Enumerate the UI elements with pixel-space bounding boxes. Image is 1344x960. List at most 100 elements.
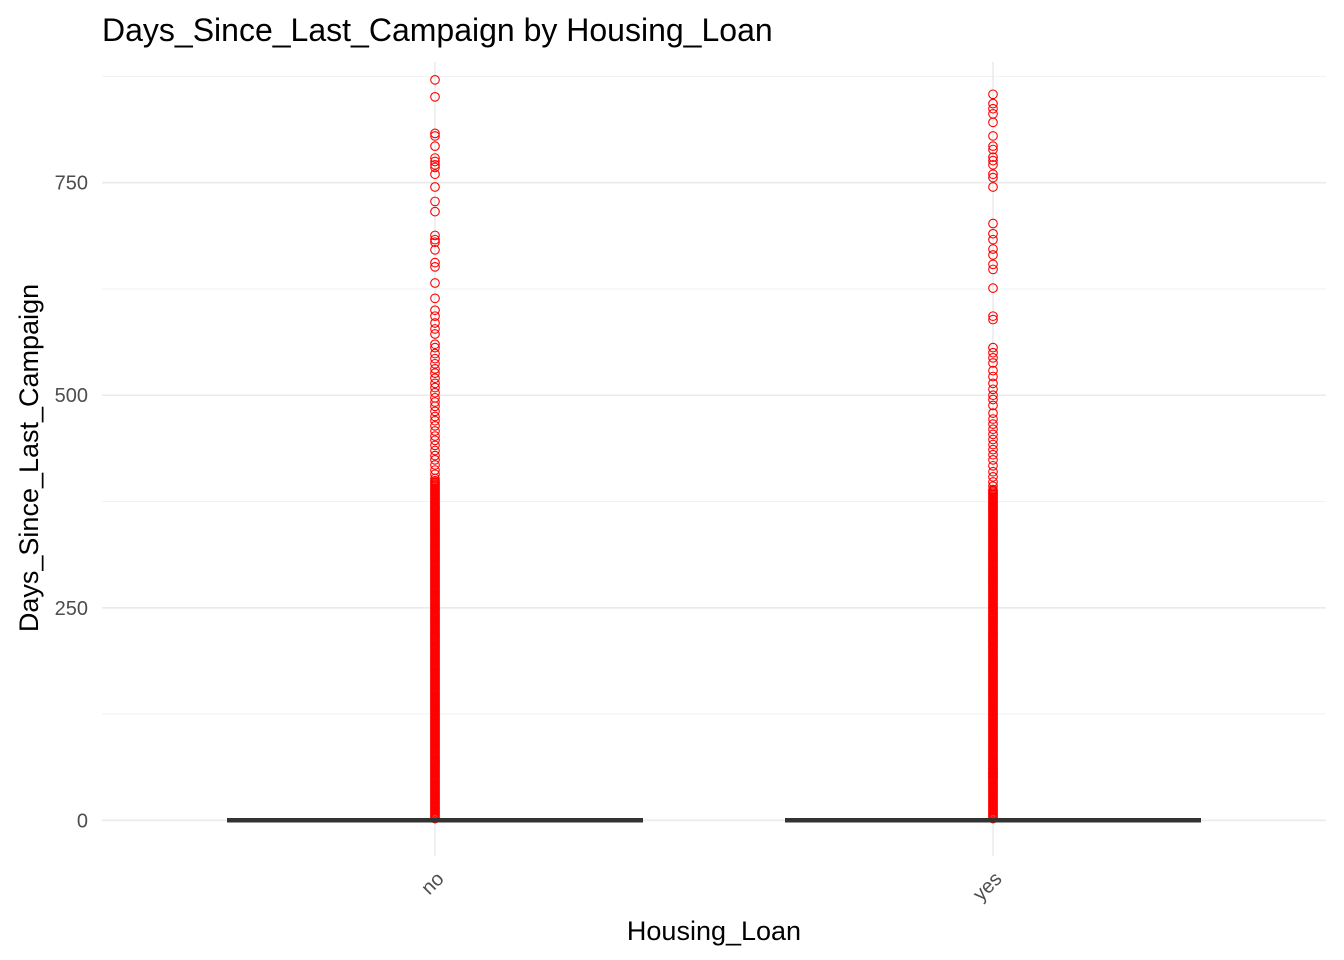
outlier-point bbox=[988, 449, 998, 460]
outlier-point bbox=[430, 153, 440, 163]
outlier-point bbox=[988, 234, 998, 245]
outlier-point bbox=[988, 283, 998, 293]
outlier-point bbox=[430, 293, 440, 304]
outlier-point bbox=[988, 131, 998, 141]
outlier-point bbox=[430, 311, 440, 322]
outlier-point bbox=[988, 218, 998, 229]
outlier-point bbox=[430, 305, 440, 316]
y-tick-label: 500 bbox=[55, 385, 88, 407]
outlier-point bbox=[988, 89, 998, 100]
outlier-point bbox=[988, 768, 998, 779]
outlier-point bbox=[430, 206, 440, 217]
outlier-point bbox=[430, 353, 440, 364]
outlier-point bbox=[430, 329, 440, 339]
outlier-point bbox=[430, 368, 440, 378]
outlier-point bbox=[988, 484, 998, 495]
outlier-point bbox=[430, 455, 440, 465]
outlier-point bbox=[988, 117, 998, 128]
outlier-point bbox=[430, 169, 440, 180]
outlier-point bbox=[430, 378, 440, 389]
outlier-point bbox=[430, 156, 440, 167]
outlier-point bbox=[430, 196, 440, 207]
outlier-point bbox=[988, 444, 998, 455]
outlier-point bbox=[430, 257, 440, 268]
outlier-point bbox=[430, 401, 440, 412]
outlier-point bbox=[430, 162, 440, 173]
outlier-point bbox=[988, 384, 998, 395]
outlier-point bbox=[430, 450, 440, 461]
outlier-point bbox=[988, 460, 998, 471]
outlier-point bbox=[988, 466, 998, 477]
outlier-point bbox=[988, 144, 998, 155]
outlier-point bbox=[988, 98, 998, 109]
outlier-point bbox=[988, 472, 998, 482]
outlier-point bbox=[430, 141, 440, 152]
outlier-point bbox=[430, 426, 440, 436]
outlier-point bbox=[988, 311, 998, 322]
x-tick-label: no bbox=[417, 868, 448, 899]
outlier-point bbox=[988, 358, 998, 368]
outlier-point bbox=[430, 431, 440, 441]
outlier-point bbox=[430, 435, 440, 446]
outlier-point bbox=[988, 455, 998, 465]
outlier-point bbox=[430, 473, 440, 484]
outlier-point bbox=[988, 419, 998, 429]
outlier-point bbox=[988, 371, 998, 382]
outlier-point bbox=[988, 378, 998, 389]
y-tick-label: 750 bbox=[55, 173, 88, 195]
outlier-point bbox=[988, 439, 998, 450]
outlier-point bbox=[988, 264, 998, 275]
outlier-point bbox=[988, 347, 998, 358]
grid-lines bbox=[102, 62, 1326, 856]
outlier-point bbox=[430, 411, 440, 422]
outlier-point bbox=[430, 469, 440, 480]
outlier-point bbox=[988, 408, 998, 418]
outlier-point bbox=[988, 434, 998, 445]
outlier-point bbox=[430, 342, 440, 353]
outlier-point bbox=[430, 460, 440, 470]
outlier-point bbox=[988, 429, 998, 440]
outlier-point bbox=[430, 128, 440, 139]
outlier-point bbox=[988, 424, 998, 435]
outlier-point bbox=[430, 262, 440, 272]
outlier-point bbox=[988, 365, 998, 376]
outlier-point bbox=[988, 160, 998, 170]
outlier-point bbox=[988, 352, 998, 363]
outlier-point bbox=[430, 397, 440, 407]
x-tick-label: yes bbox=[969, 868, 1007, 906]
outlier-point bbox=[430, 387, 440, 398]
y-tick-label: 0 bbox=[77, 810, 88, 832]
outlier-point bbox=[430, 92, 440, 102]
outlier-point bbox=[988, 477, 998, 487]
outlier-point bbox=[988, 244, 998, 254]
chart-title: Days_Since_Last_Campaign by Housing_Loan bbox=[102, 12, 773, 48]
outlier-point bbox=[430, 339, 440, 350]
outlier-point bbox=[430, 278, 440, 288]
outlier-point bbox=[430, 160, 440, 170]
outlier-point bbox=[430, 245, 440, 255]
outlier-point bbox=[988, 414, 998, 424]
outlier-point bbox=[430, 75, 440, 85]
outlier-point bbox=[430, 445, 440, 456]
outlier-point bbox=[988, 103, 998, 114]
outlier-point bbox=[988, 152, 998, 163]
outlier-point bbox=[430, 440, 440, 451]
outlier-point bbox=[430, 324, 440, 334]
outlier-point bbox=[988, 259, 998, 270]
outlier-point bbox=[988, 172, 998, 183]
outlier-point bbox=[430, 182, 440, 192]
outlier-point bbox=[430, 230, 440, 241]
outlier-point bbox=[430, 382, 440, 393]
outlier-point bbox=[988, 250, 998, 260]
outlier-point bbox=[988, 394, 998, 405]
outlier-point bbox=[430, 420, 440, 431]
outlier-point bbox=[988, 481, 998, 492]
outlier-point bbox=[430, 131, 440, 141]
outlier-point bbox=[988, 342, 998, 353]
outlier-point bbox=[988, 169, 998, 180]
outlier-point bbox=[430, 348, 440, 359]
y-tick-label: 250 bbox=[55, 598, 88, 620]
outlier-point bbox=[430, 234, 440, 245]
outlier-point bbox=[988, 400, 998, 411]
